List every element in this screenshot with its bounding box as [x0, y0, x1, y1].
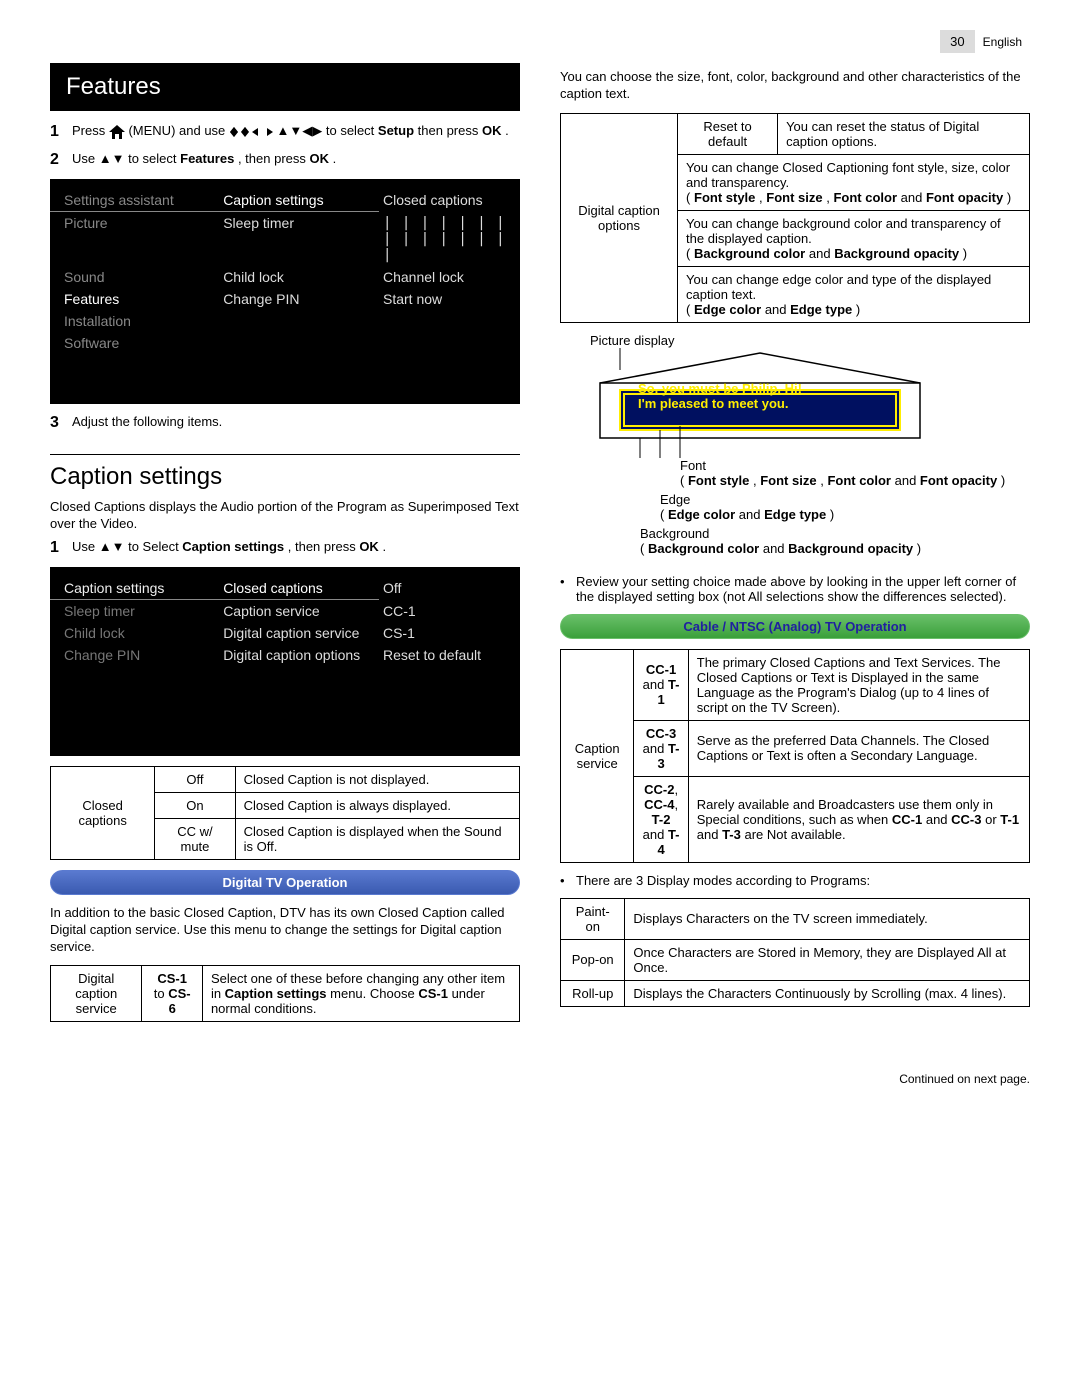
right-intro: You can choose the size, font, color, ba… [560, 69, 1030, 103]
display-modes-table: Paint-onDisplays Characters on the TV sc… [560, 898, 1030, 1007]
menu-cell: Software [50, 332, 219, 354]
dpad-icon [229, 126, 273, 138]
dco-table: Digital caption options Reset to default… [560, 113, 1030, 323]
menu-cell: Settings assistant [50, 189, 219, 212]
menu-cell: Sleep timer [219, 212, 379, 266]
menu-cell: Features [50, 288, 219, 310]
caption-step-1: Use ▲▼ to Select Caption settings , then… [50, 539, 520, 557]
caption-text-line: I'm pleased to meet you. [638, 396, 802, 412]
features-menu: Settings assistant Caption settings Clos… [50, 179, 520, 404]
dtv-operation-pill: Digital TV Operation [50, 870, 520, 895]
caption-settings-heading: Caption settings [50, 454, 520, 491]
features-step-1: Press (MENU) and use ▲▼◀▶ to select Setu… [50, 123, 520, 141]
menu-cell: Child lock [219, 266, 379, 288]
dtv-intro: In addition to the basic Closed Caption,… [50, 905, 520, 956]
dcs-table: Digital caption service CS-1 to CS-6 Sel… [50, 965, 520, 1022]
review-bullet: Review your setting choice made above by… [560, 574, 1030, 604]
modes-bullet: There are 3 Display modes according to P… [560, 873, 1030, 888]
menu-cell: Sound [50, 266, 219, 288]
menu-cell: Start now [379, 288, 520, 310]
menu-cell: Closed captions [379, 189, 520, 212]
ntsc-operation-pill: Cable / NTSC (Analog) TV Operation [560, 614, 1030, 639]
closed-captions-table: Closed captions Off Closed Caption is no… [50, 766, 520, 860]
menu-slider: | | | | | | | | | | | | | | | [379, 212, 520, 266]
caption-menu: Caption settings Closed captions Off Sle… [50, 567, 520, 756]
menu-cell: Picture [50, 212, 219, 266]
caption-text-line: So, you must be Philip. Hi! [638, 381, 802, 397]
features-step-3: Adjust the following items. [50, 414, 520, 432]
picture-display-diagram: Picture display So, you must be Philip. … [560, 333, 1030, 556]
cc-table-header: Closed captions [51, 766, 155, 859]
features-heading: Features [50, 63, 520, 111]
page-language: English [975, 31, 1030, 53]
caption-intro: Closed Captions displays the Audio porti… [50, 499, 520, 533]
menu-cell: Caption settings [219, 189, 379, 212]
page-number: 30 [940, 30, 974, 53]
menu-cell: Change PIN [219, 288, 379, 310]
home-icon [109, 125, 125, 139]
menu-cell: Installation [50, 310, 219, 332]
caption-service-table: Caption service CC-1 and T-1 The primary… [560, 649, 1030, 863]
menu-cell: Channel lock [379, 266, 520, 288]
features-step-2: Use ▲▼ to select Features , then press O… [50, 151, 520, 169]
footer-continued: Continued on next page. [50, 1072, 1030, 1086]
